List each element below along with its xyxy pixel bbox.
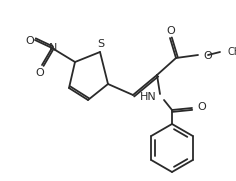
Text: O: O [197, 102, 206, 112]
Text: S: S [97, 39, 105, 49]
Text: HN: HN [140, 92, 156, 102]
Text: CH₃: CH₃ [228, 47, 236, 57]
Text: O: O [167, 26, 175, 36]
Text: O: O [26, 36, 34, 46]
Text: N: N [49, 43, 57, 53]
Text: O: O [36, 68, 44, 78]
Text: O: O [203, 51, 212, 61]
